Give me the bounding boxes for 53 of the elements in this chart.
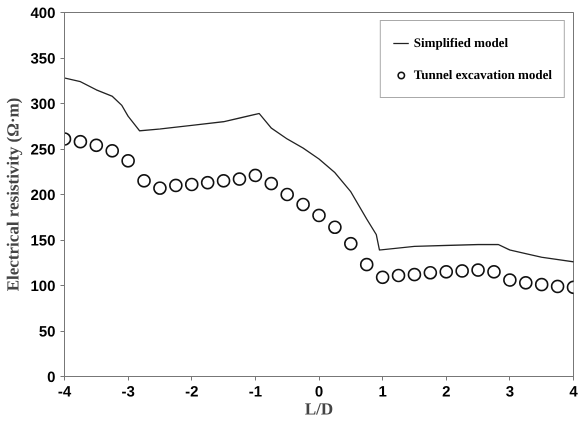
y-tick-label: 250: [30, 142, 56, 158]
point: [550, 280, 564, 294]
x-tick-label: 4: [569, 384, 578, 400]
point: [534, 278, 548, 292]
point: [280, 188, 294, 202]
x-tick-label: -1: [248, 384, 262, 400]
point: [90, 138, 104, 152]
point: [184, 178, 199, 192]
y-tick-label: 50: [38, 324, 56, 340]
point: [392, 268, 406, 282]
point: [408, 268, 422, 282]
point: [487, 265, 501, 279]
point: [264, 176, 278, 190]
point: [216, 174, 230, 188]
point: [328, 220, 342, 234]
point: [360, 258, 374, 272]
point: [518, 276, 533, 290]
x-tick-label: 2: [442, 384, 450, 400]
point: [455, 264, 469, 278]
x-tick-label: 3: [506, 384, 514, 400]
point: [153, 181, 167, 195]
y-tick-label: 150: [30, 232, 56, 250]
point: [344, 236, 358, 250]
y-axis-title: Electrical resistivity (Ω·m): [3, 98, 22, 292]
y-tick-label: 200: [30, 187, 56, 204]
point: [296, 198, 310, 212]
point: [471, 263, 485, 277]
point: [105, 144, 120, 158]
x-tick-label: -2: [185, 384, 198, 400]
point: [248, 168, 262, 182]
y-tick-label: 100: [30, 278, 56, 295]
y-tick-label: 400: [30, 5, 56, 22]
x-tick-label: -3: [121, 384, 135, 400]
x-tick-label: 0: [314, 384, 324, 400]
point: [232, 172, 246, 186]
point: [503, 273, 517, 287]
point: [200, 176, 214, 190]
point: [312, 208, 326, 222]
point: [74, 134, 88, 149]
point: [439, 265, 454, 279]
point: [424, 266, 438, 280]
point: [376, 270, 390, 284]
x-tick-label: -4: [58, 384, 72, 400]
legend-label: Tunnel excavation model: [414, 67, 552, 83]
point: [169, 178, 183, 192]
x-axis-title: L/D: [304, 400, 334, 418]
y-tick-label: 350: [30, 50, 56, 68]
point: [121, 154, 135, 168]
legend-label: Simplified model: [414, 35, 508, 51]
y-tick-label: 300: [30, 96, 56, 113]
x-tick-label: 1: [378, 384, 387, 400]
y-tick-label: 0: [47, 369, 56, 386]
point: [137, 174, 151, 188]
